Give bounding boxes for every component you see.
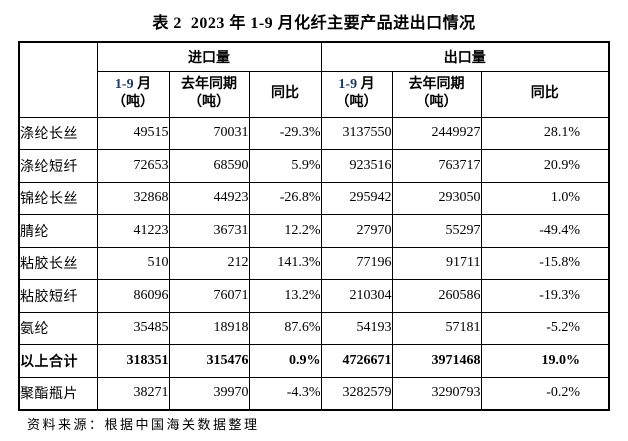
- import-yoy-cell: 0.9%: [248, 344, 322, 378]
- import-yoy-header: 同比: [248, 70, 322, 118]
- import-yoy-cell: -26.8%: [248, 181, 322, 215]
- import-previous-cell: 18918: [168, 311, 250, 345]
- previous-label: 去年同期: [408, 76, 465, 92]
- import-yoy-cell: 87.6%: [248, 311, 322, 345]
- export-previous-cell: 763717: [391, 149, 482, 183]
- export-yoy-cell: -49.4%: [480, 214, 610, 248]
- previous-label: 去年同期: [181, 76, 237, 92]
- product-label: 涤纶短纤: [18, 149, 98, 183]
- period-suffix: 月: [133, 76, 152, 92]
- export-current-cell: 4726671: [320, 344, 393, 378]
- export-previous-cell: 260586: [391, 279, 482, 313]
- product-label: 以上合计: [18, 344, 98, 378]
- import-current-cell: 86096: [96, 279, 170, 313]
- export-previous-cell: 91711: [391, 246, 482, 280]
- export-current-cell: 27970: [320, 214, 393, 248]
- sub-header-row: 1-9 月 （吨） 去年同期 （吨） 同比 1-9 月 （吨） 去年同期 （吨） 同比: [19, 70, 610, 118]
- table-row: 锦纶长丝 32868 44923 -26.8% 295942 293050 1.…: [18, 181, 610, 215]
- import-previous-header: 去年同期 （吨）: [168, 70, 250, 118]
- import-yoy-cell: 12.2%: [248, 214, 322, 248]
- import-current-cell: 35485: [96, 311, 170, 345]
- period-unit: （吨）: [112, 95, 154, 110]
- table-row: 腈纶 41223 36731 12.2% 27970 55297 -49.4%: [18, 214, 610, 248]
- export-previous-cell: 293050: [391, 181, 482, 215]
- export-current-cell: 3137550: [320, 116, 393, 150]
- import-yoy-cell: -4.3%: [248, 376, 322, 410]
- import-yoy-cell: -29.3%: [248, 116, 322, 150]
- table-row: 粘胶长丝 510 212 141.3% 77196 91711 -15.8%: [18, 246, 610, 280]
- export-previous-cell: 2449927: [391, 116, 482, 150]
- import-period-header: 1-9 月 （吨）: [96, 70, 170, 118]
- import-previous-cell: 76071: [168, 279, 250, 313]
- export-yoy-cell: 1.0%: [480, 181, 610, 215]
- product-label: 腈纶: [18, 214, 98, 248]
- export-yoy-cell: 28.1%: [480, 116, 610, 150]
- import-current-cell: 41223: [96, 214, 170, 248]
- export-previous-cell: 3971468: [391, 344, 482, 378]
- import-current-cell: 32868: [96, 181, 170, 215]
- export-previous-cell: 57181: [391, 311, 482, 345]
- table-row: 聚酯瓶片 38271 39970 -4.3% 3282579 3290793 -…: [18, 376, 610, 410]
- import-current-cell: 318351: [96, 344, 170, 378]
- import-previous-cell: 212: [168, 246, 250, 280]
- import-yoy-cell: 5.9%: [248, 149, 322, 183]
- export-previous-header: 去年同期 （吨）: [391, 70, 482, 118]
- export-current-cell: 77196: [320, 246, 393, 280]
- export-previous-cell: 3290793: [391, 376, 482, 410]
- export-current-cell: 3282579: [320, 376, 393, 410]
- import-export-table: 进口量 出口量 1-9 月 （吨） 去年同期 （吨） 同比 1-9 月 （吨） 去年同…: [18, 41, 611, 411]
- period-number: 1-9: [114, 76, 134, 92]
- table-row: 氨纶 35485 18918 87.6% 54193 57181 -5.2%: [18, 311, 610, 345]
- export-yoy-cell: -5.2%: [480, 311, 610, 345]
- import-previous-cell: 36731: [168, 214, 250, 248]
- corner-cell: [18, 41, 98, 118]
- table-row: 粘胶短纤 86096 76071 13.2% 210304 260586 -19…: [18, 279, 610, 313]
- export-yoy-cell: 20.9%: [480, 149, 610, 183]
- export-previous-cell: 55297: [391, 214, 482, 248]
- table-row: 涤纶短纤 72653 68590 5.9% 923516 763717 20.9…: [18, 149, 610, 183]
- export-yoy-cell: 19.0%: [480, 344, 610, 378]
- product-label: 涤纶长丝: [18, 116, 98, 150]
- group-header-row: 进口量 出口量: [18, 41, 610, 118]
- export-current-cell: 923516: [320, 149, 393, 183]
- product-label: 粘胶短纤: [18, 279, 98, 313]
- previous-unit: （吨）: [415, 95, 458, 110]
- table-title: 表 2 2023 年 1-9 月化纤主要产品进出口情况: [152, 15, 476, 32]
- export-current-cell: 295942: [320, 181, 393, 215]
- export-yoy-header: 同比: [480, 70, 610, 118]
- period-suffix: 月: [357, 76, 375, 92]
- export-current-cell: 210304: [320, 279, 393, 313]
- period-unit: （吨）: [335, 95, 378, 110]
- product-label: 聚酯瓶片: [18, 376, 98, 410]
- import-current-cell: 510: [96, 246, 170, 280]
- import-current-cell: 38271: [96, 376, 170, 410]
- import-previous-cell: 68590: [168, 149, 250, 183]
- import-current-cell: 49515: [96, 116, 170, 150]
- source-note: 资料来源：根据中国海关数据整理: [27, 417, 260, 432]
- export-period-header: 1-9 月 （吨）: [320, 70, 393, 118]
- import-group-header: 进口量: [96, 41, 322, 72]
- export-current-cell: 54193: [320, 311, 393, 345]
- export-yoy-cell: -19.3%: [480, 279, 610, 313]
- import-yoy-cell: 13.2%: [248, 279, 322, 313]
- period-number: 1-9: [338, 76, 358, 92]
- product-label: 氨纶: [18, 311, 98, 345]
- product-label: 粘胶长丝: [18, 246, 98, 280]
- export-yoy-cell: -0.2%: [480, 376, 610, 410]
- import-previous-cell: 315476: [168, 344, 250, 378]
- table-row-total: 以上合计 318351 315476 0.9% 4726671 3971468 …: [18, 344, 610, 378]
- previous-unit: （吨）: [188, 95, 230, 110]
- import-previous-cell: 70031: [168, 116, 250, 150]
- product-label: 锦纶长丝: [18, 181, 98, 215]
- export-yoy-cell: -15.8%: [480, 246, 610, 280]
- import-yoy-cell: 141.3%: [248, 246, 322, 280]
- export-group-header: 出口量: [320, 41, 610, 72]
- table-row: 涤纶长丝 49515 70031 -29.3% 3137550 2449927 …: [18, 116, 610, 150]
- import-current-cell: 72653: [96, 149, 170, 183]
- import-previous-cell: 39970: [168, 376, 250, 410]
- import-previous-cell: 44923: [168, 181, 250, 215]
